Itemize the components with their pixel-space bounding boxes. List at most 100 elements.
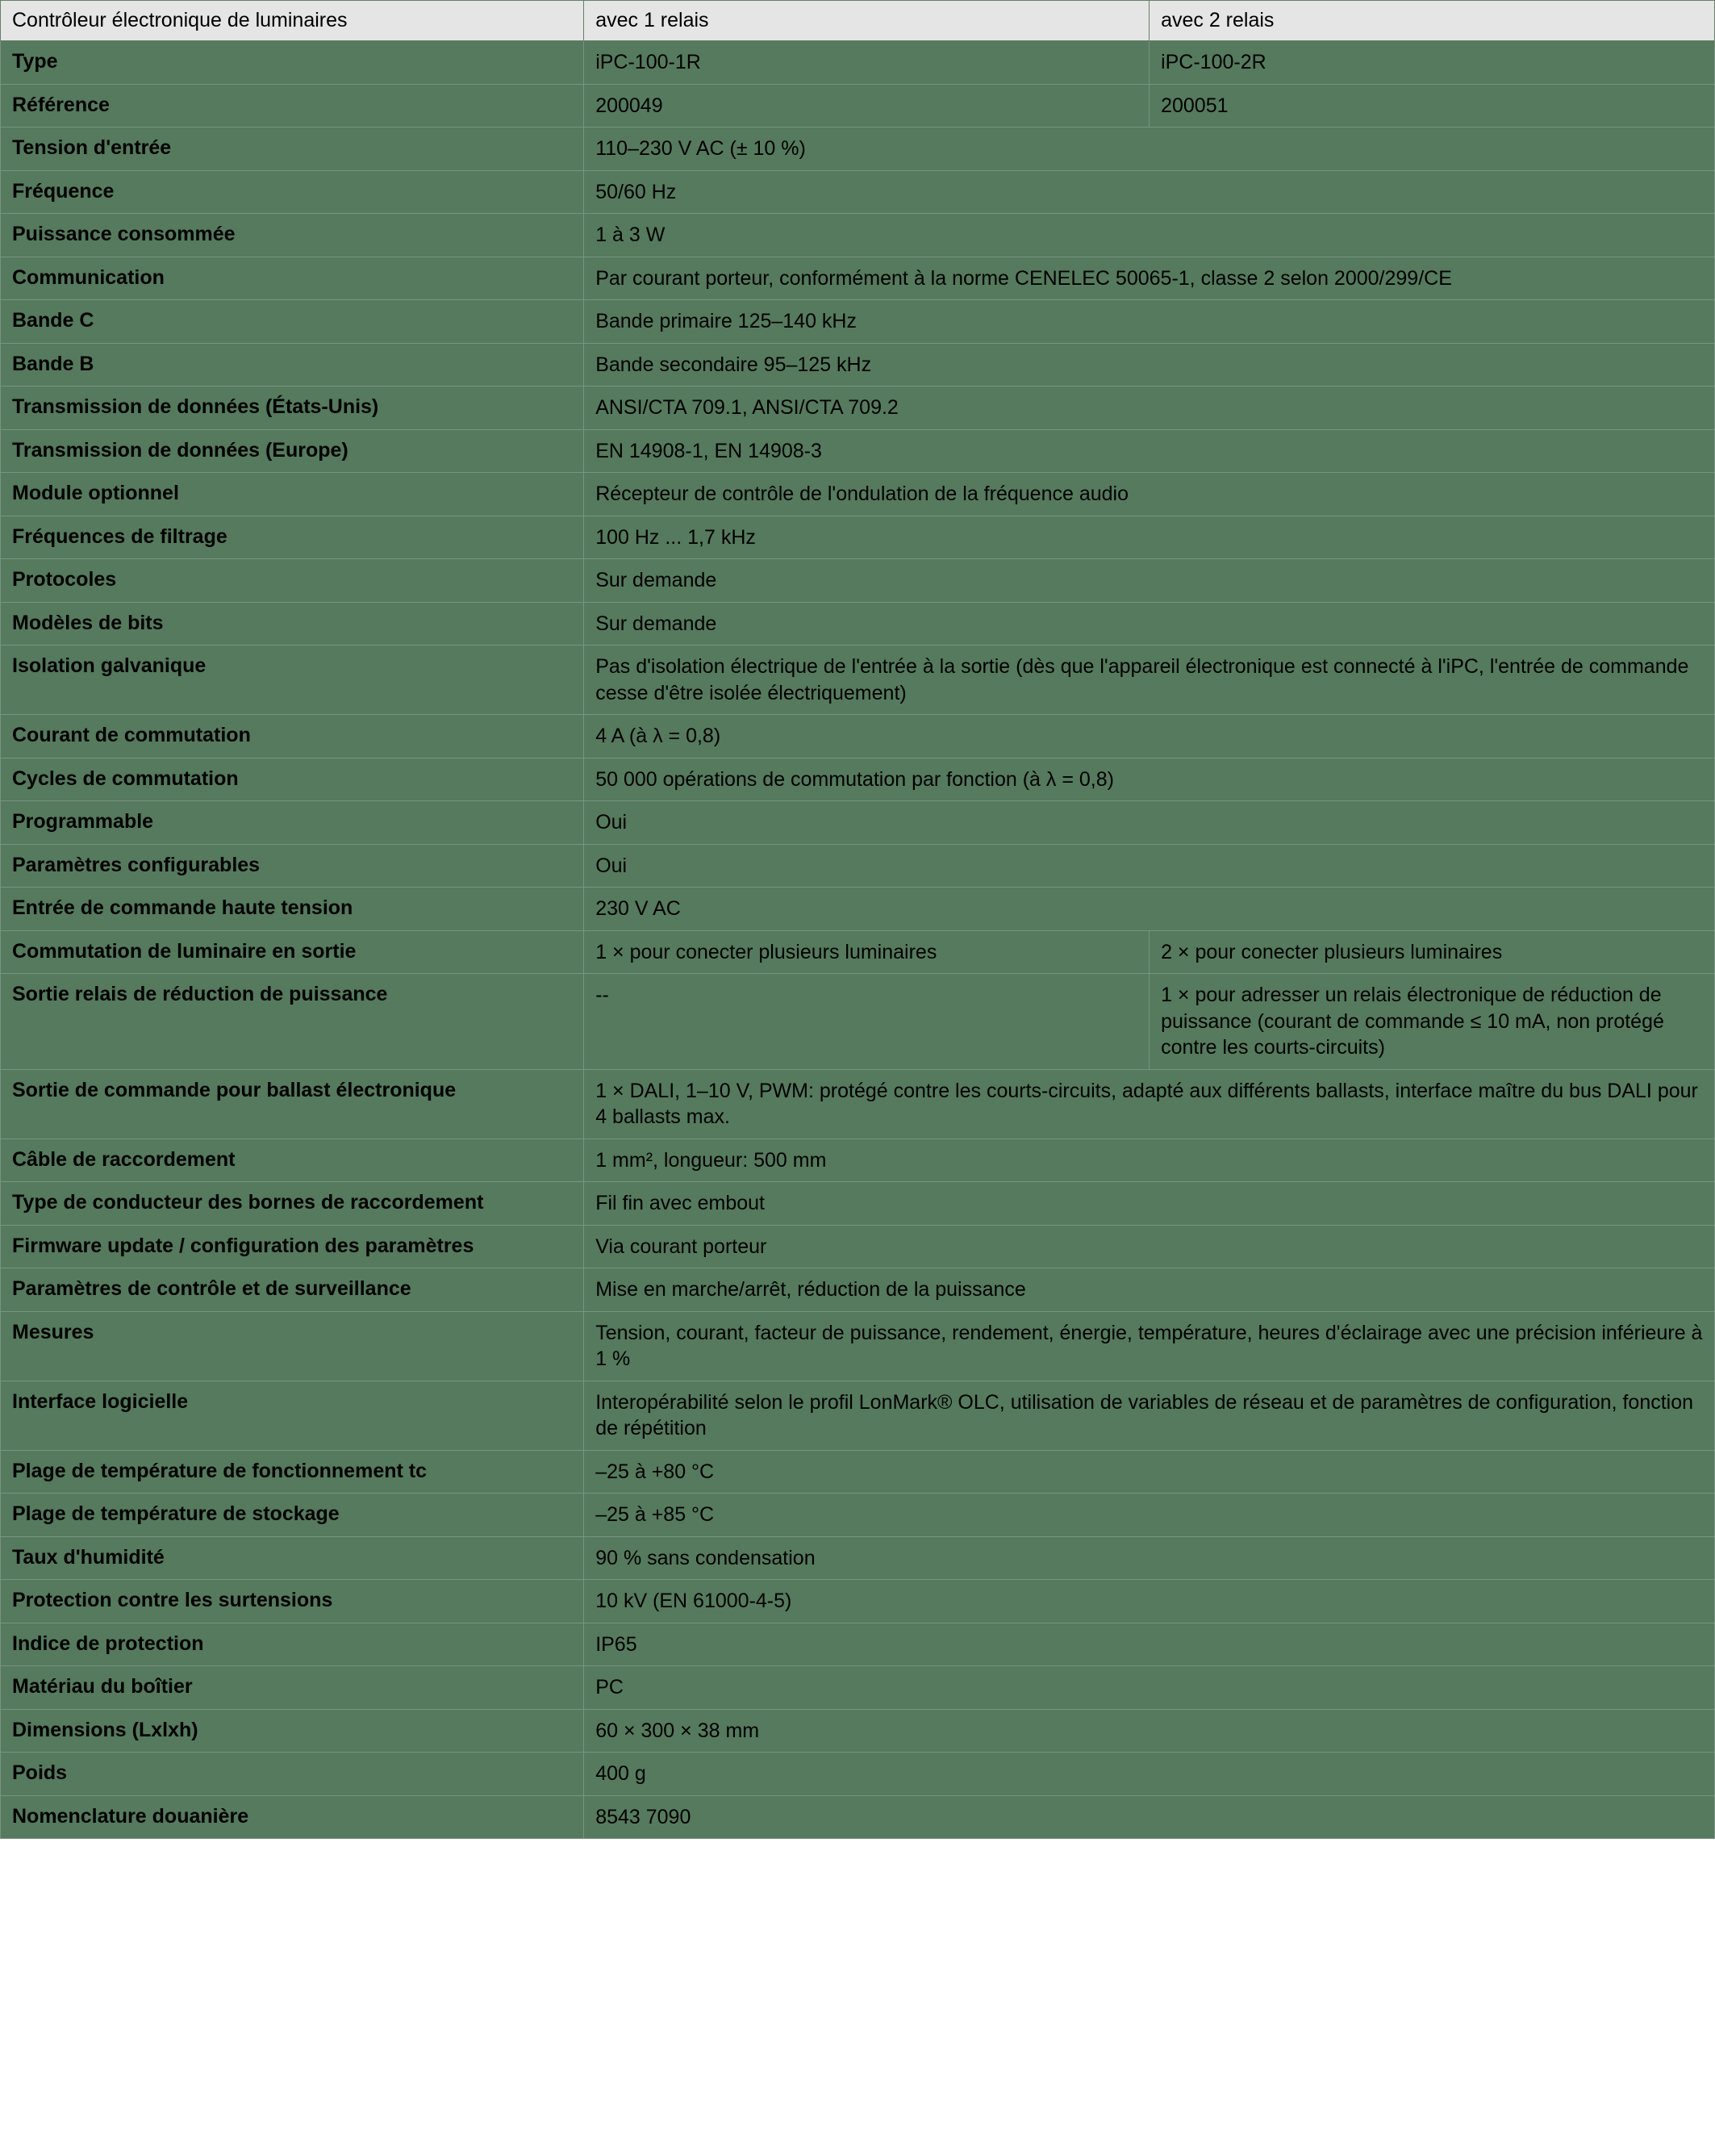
table-row: Transmission de données (Europe)EN 14908… xyxy=(1,429,1715,473)
row-label: Programmable xyxy=(1,801,584,845)
row-value: ANSI/CTA 709.1, ANSI/CTA 709.2 xyxy=(584,386,1715,430)
row-value: Via courant porteur xyxy=(584,1225,1715,1268)
row-label: Sortie relais de réduction de puissance xyxy=(1,974,584,1070)
row-value: 90 % sans condensation xyxy=(584,1536,1715,1580)
row-label: Fréquence xyxy=(1,170,584,214)
row-label: Interface logicielle xyxy=(1,1381,584,1450)
table-row: Plage de température de stockage–25 à +8… xyxy=(1,1494,1715,1537)
row-value: 110–230 V AC (± 10 %) xyxy=(584,127,1715,171)
table-row: Isolation galvaniquePas d'isolation élec… xyxy=(1,646,1715,715)
row-value: Interopérabilité selon le profil LonMark… xyxy=(584,1381,1715,1450)
table-row: Type de conducteur des bornes de raccord… xyxy=(1,1182,1715,1226)
row-value: 1 × DALI, 1–10 V, PWM: protégé contre le… xyxy=(584,1069,1715,1139)
table-row: Protection contre les surtensions10 kV (… xyxy=(1,1580,1715,1623)
row-value-col1: iPC-100-1R xyxy=(584,41,1150,85)
table-row: Référence200049200051 xyxy=(1,84,1715,127)
table-row: Tension d'entrée110–230 V AC (± 10 %) xyxy=(1,127,1715,171)
row-label: Matériau du boîtier xyxy=(1,1666,584,1710)
table-row: Indice de protectionIP65 xyxy=(1,1623,1715,1666)
table-row: ProtocolesSur demande xyxy=(1,559,1715,603)
table-row: Module optionnelRécepteur de contrôle de… xyxy=(1,473,1715,516)
row-label: Indice de protection xyxy=(1,1623,584,1666)
row-label: Firmware update / configuration des para… xyxy=(1,1225,584,1268)
row-label: Puissance consommée xyxy=(1,214,584,257)
row-value: 50 000 opérations de commutation par fon… xyxy=(584,758,1715,801)
row-value: Oui xyxy=(584,844,1715,888)
row-label: Isolation galvanique xyxy=(1,646,584,715)
row-value: 50/60 Hz xyxy=(584,170,1715,214)
table-row: Cycles de commutation50 000 opérations d… xyxy=(1,758,1715,801)
row-value-col1: 200049 xyxy=(584,84,1150,127)
table-row: Plage de température de fonctionnement t… xyxy=(1,1450,1715,1494)
row-label: Sortie de commande pour ballast électron… xyxy=(1,1069,584,1139)
row-value: Fil fin avec embout xyxy=(584,1182,1715,1226)
row-value: Par courant porteur, conformément à la n… xyxy=(584,257,1715,300)
row-label: Type de conducteur des bornes de raccord… xyxy=(1,1182,584,1226)
row-value: 100 Hz ... 1,7 kHz xyxy=(584,516,1715,559)
table-row: Puissance consommée1 à 3 W xyxy=(1,214,1715,257)
table-row: Courant de commutation4 A (à λ = 0,8) xyxy=(1,715,1715,758)
row-value: Oui xyxy=(584,801,1715,845)
spec-table: Contrôleur électronique de luminaires av… xyxy=(0,0,1715,1839)
table-row: Fréquences de filtrage100 Hz ... 1,7 kHz xyxy=(1,516,1715,559)
row-value: 8543 7090 xyxy=(584,1795,1715,1839)
row-value-col2: iPC-100-2R xyxy=(1150,41,1715,85)
table-body: TypeiPC-100-1RiPC-100-2RRéférence2000492… xyxy=(1,41,1715,1839)
row-value: Sur demande xyxy=(584,559,1715,603)
table-row: ProgrammableOui xyxy=(1,801,1715,845)
row-value: 230 V AC xyxy=(584,888,1715,931)
table-row: Taux d'humidité90 % sans condensation xyxy=(1,1536,1715,1580)
table-row: Paramètres configurablesOui xyxy=(1,844,1715,888)
row-label: Courant de commutation xyxy=(1,715,584,758)
row-label: Protection contre les surtensions xyxy=(1,1580,584,1623)
row-label: Entrée de commande haute tension xyxy=(1,888,584,931)
row-value-col1: -- xyxy=(584,974,1150,1070)
row-label: Tension d'entrée xyxy=(1,127,584,171)
table-row: Poids400 g xyxy=(1,1753,1715,1796)
row-value: Sur demande xyxy=(584,602,1715,646)
row-label: Paramètres configurables xyxy=(1,844,584,888)
row-value: IP65 xyxy=(584,1623,1715,1666)
row-label: Transmission de données (Europe) xyxy=(1,429,584,473)
row-value: PC xyxy=(584,1666,1715,1710)
row-value: Tension, courant, facteur de puissance, … xyxy=(584,1311,1715,1381)
table-row: Sortie relais de réduction de puissance-… xyxy=(1,974,1715,1070)
table-row: Commutation de luminaire en sortie1 × po… xyxy=(1,930,1715,974)
row-label: Câble de raccordement xyxy=(1,1139,584,1182)
row-label: Module optionnel xyxy=(1,473,584,516)
row-label: Commutation de luminaire en sortie xyxy=(1,930,584,974)
table-header-row: Contrôleur électronique de luminaires av… xyxy=(1,1,1715,41)
table-header-col1: avec 1 relais xyxy=(584,1,1150,41)
table-row: Bande BBande secondaire 95–125 kHz xyxy=(1,343,1715,386)
table-header-title: Contrôleur électronique de luminaires xyxy=(1,1,584,41)
table-row: Paramètres de contrôle et de surveillanc… xyxy=(1,1268,1715,1312)
row-value: 1 à 3 W xyxy=(584,214,1715,257)
row-value: –25 à +85 °C xyxy=(584,1494,1715,1537)
row-label: Taux d'humidité xyxy=(1,1536,584,1580)
table-row: Modèles de bitsSur demande xyxy=(1,602,1715,646)
row-label: Modèles de bits xyxy=(1,602,584,646)
row-label: Poids xyxy=(1,1753,584,1796)
row-label: Paramètres de contrôle et de surveillanc… xyxy=(1,1268,584,1312)
table-row: MesuresTension, courant, facteur de puis… xyxy=(1,1311,1715,1381)
row-label: Protocoles xyxy=(1,559,584,603)
row-label: Bande C xyxy=(1,300,584,344)
row-value: 60 × 300 × 38 mm xyxy=(584,1709,1715,1753)
table-row: Nomenclature douanière8543 7090 xyxy=(1,1795,1715,1839)
row-value: Récepteur de contrôle de l'ondulation de… xyxy=(584,473,1715,516)
table-row: Dimensions (Lxlxh)60 × 300 × 38 mm xyxy=(1,1709,1715,1753)
row-value: EN 14908-1, EN 14908-3 xyxy=(584,429,1715,473)
table-row: Firmware update / configuration des para… xyxy=(1,1225,1715,1268)
table-row: Bande CBande primaire 125–140 kHz xyxy=(1,300,1715,344)
row-value: 4 A (à λ = 0,8) xyxy=(584,715,1715,758)
row-label: Cycles de commutation xyxy=(1,758,584,801)
row-value: Bande secondaire 95–125 kHz xyxy=(584,343,1715,386)
row-value: 400 g xyxy=(584,1753,1715,1796)
table-row: Fréquence50/60 Hz xyxy=(1,170,1715,214)
row-value: Bande primaire 125–140 kHz xyxy=(584,300,1715,344)
table-row: Interface logicielleInteropérabilité sel… xyxy=(1,1381,1715,1450)
row-value-col1: 1 × pour conecter plusieurs luminaires xyxy=(584,930,1150,974)
table-row: Câble de raccordement1 mm², longueur: 50… xyxy=(1,1139,1715,1182)
table-row: Entrée de commande haute tension230 V AC xyxy=(1,888,1715,931)
row-label: Fréquences de filtrage xyxy=(1,516,584,559)
